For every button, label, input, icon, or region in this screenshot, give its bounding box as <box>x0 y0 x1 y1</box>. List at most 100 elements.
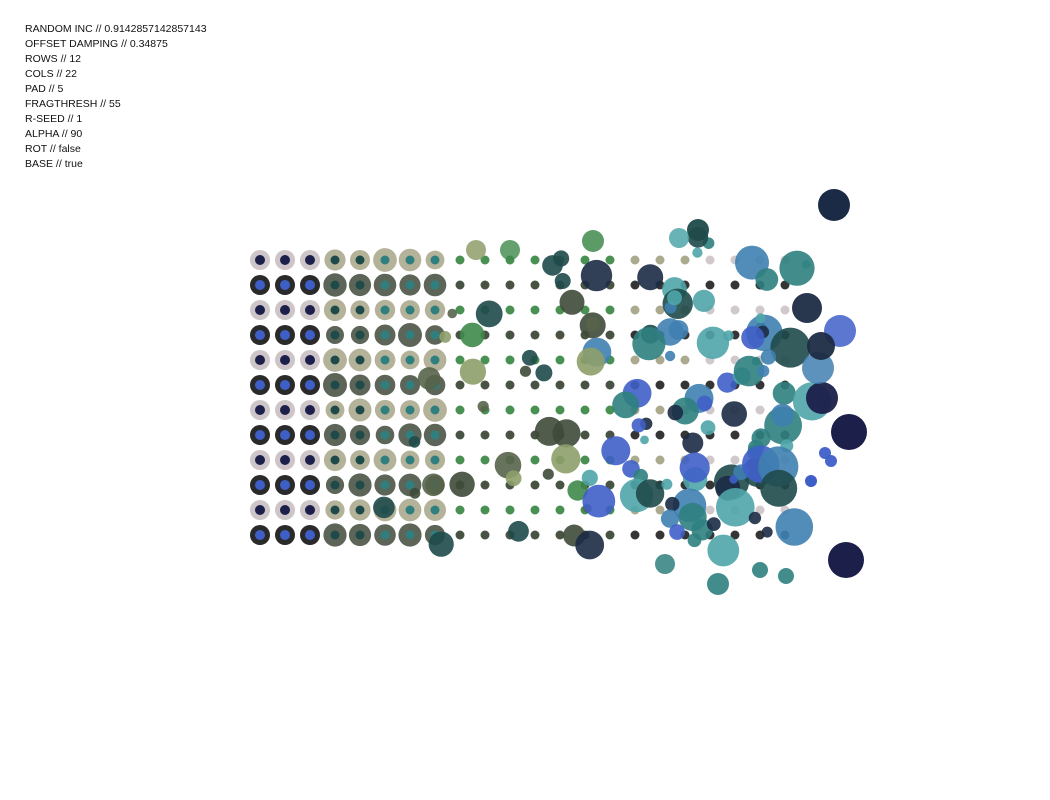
base-core <box>305 430 315 440</box>
fragment-bubble <box>661 478 673 490</box>
base-core <box>330 380 340 390</box>
fragment-bubble <box>721 401 747 427</box>
base-core <box>380 480 390 490</box>
fragment-bubble <box>692 247 703 258</box>
base-core <box>330 255 340 265</box>
base-core <box>380 280 390 290</box>
base-core <box>330 455 340 465</box>
fragment-bubble <box>772 381 796 405</box>
base-core <box>430 455 440 465</box>
outer-bubble <box>752 562 768 578</box>
grid-dot <box>480 430 490 440</box>
grid-dot <box>630 255 640 265</box>
fragment-bubble <box>667 290 682 306</box>
grid-dot <box>730 530 740 540</box>
fragment-bubble <box>665 496 680 512</box>
base-core <box>380 255 390 265</box>
base-core <box>280 480 290 490</box>
fragment-bubble <box>716 488 755 527</box>
base-core <box>355 405 365 415</box>
base-core <box>255 405 265 415</box>
outer-bubble <box>707 573 729 595</box>
grid-dot <box>505 405 515 415</box>
outer-bubble <box>669 228 689 248</box>
fragment-bubble <box>660 509 680 528</box>
fragment-bubble <box>475 300 503 328</box>
grid-dot <box>630 430 640 440</box>
param-offset-damping: OFFSET DAMPING // 0.34875 <box>25 38 168 50</box>
base-core <box>280 405 290 415</box>
fragment-bubble <box>580 259 613 292</box>
fragment-bubble <box>505 470 522 487</box>
grid-dot <box>530 455 540 465</box>
fragment-bubble <box>542 468 554 480</box>
grid-dot <box>530 330 540 340</box>
fragment-bubble <box>760 469 798 507</box>
base-core <box>280 255 290 265</box>
base-core <box>280 280 290 290</box>
outer-bubble <box>807 332 835 360</box>
base-core <box>405 255 415 265</box>
grid-dot <box>555 480 565 490</box>
base-core <box>305 355 315 365</box>
grid-dot <box>455 355 465 365</box>
fragment-bubble <box>760 349 777 365</box>
base-core <box>405 380 415 390</box>
base-core <box>405 305 415 315</box>
base-core <box>355 305 365 315</box>
outer-bubble <box>802 352 834 384</box>
base-core <box>255 455 265 465</box>
base-core <box>330 480 340 490</box>
base-core <box>405 405 415 415</box>
grid-dot <box>530 405 540 415</box>
base-core <box>280 305 290 315</box>
base-core <box>355 455 365 465</box>
fragment-bubble <box>508 520 529 542</box>
fragment-bubble <box>477 400 489 413</box>
grid-dot <box>455 455 465 465</box>
base-core <box>255 530 265 540</box>
grid-dot <box>455 255 465 265</box>
grid-dot <box>480 380 490 390</box>
grid-dot <box>530 280 540 290</box>
fragment-bubble <box>696 326 730 359</box>
grid-dot <box>530 480 540 490</box>
base-core <box>430 505 440 515</box>
grid-dot <box>755 405 765 415</box>
base-core <box>380 330 390 340</box>
grid-dot <box>605 330 615 340</box>
base-core <box>380 530 390 540</box>
param-base: BASE // true <box>25 158 83 170</box>
base-core <box>405 330 415 340</box>
fragment-bubble <box>422 473 445 497</box>
fragment-bubble <box>770 327 811 368</box>
base-core <box>280 430 290 440</box>
fragment-bubble <box>771 403 794 427</box>
fragment-bubble <box>585 317 600 331</box>
fragment-bubble <box>447 308 458 319</box>
grid-dot <box>530 255 540 265</box>
outer-bubble <box>792 293 822 323</box>
base-core <box>280 455 290 465</box>
grid-dot <box>455 280 465 290</box>
grid-dot <box>680 355 690 365</box>
outer-bubble <box>818 189 850 221</box>
fragment-bubble <box>637 264 664 291</box>
grid-dot <box>580 455 590 465</box>
fragment-bubble <box>581 469 598 486</box>
fragment-bubble <box>700 420 716 435</box>
fragment-bubble <box>535 364 553 382</box>
base-core <box>280 530 290 540</box>
fragment-bubble <box>741 326 765 350</box>
outer-bubble <box>500 240 520 260</box>
grid-dot <box>705 480 715 490</box>
base-core <box>305 455 315 465</box>
grid-dot <box>555 355 565 365</box>
base-core <box>355 530 365 540</box>
base-core <box>355 280 365 290</box>
grid-dot <box>555 405 565 415</box>
fragment-bubble <box>664 350 676 362</box>
grid-dot <box>480 480 490 490</box>
fragment-bubble <box>409 487 421 499</box>
